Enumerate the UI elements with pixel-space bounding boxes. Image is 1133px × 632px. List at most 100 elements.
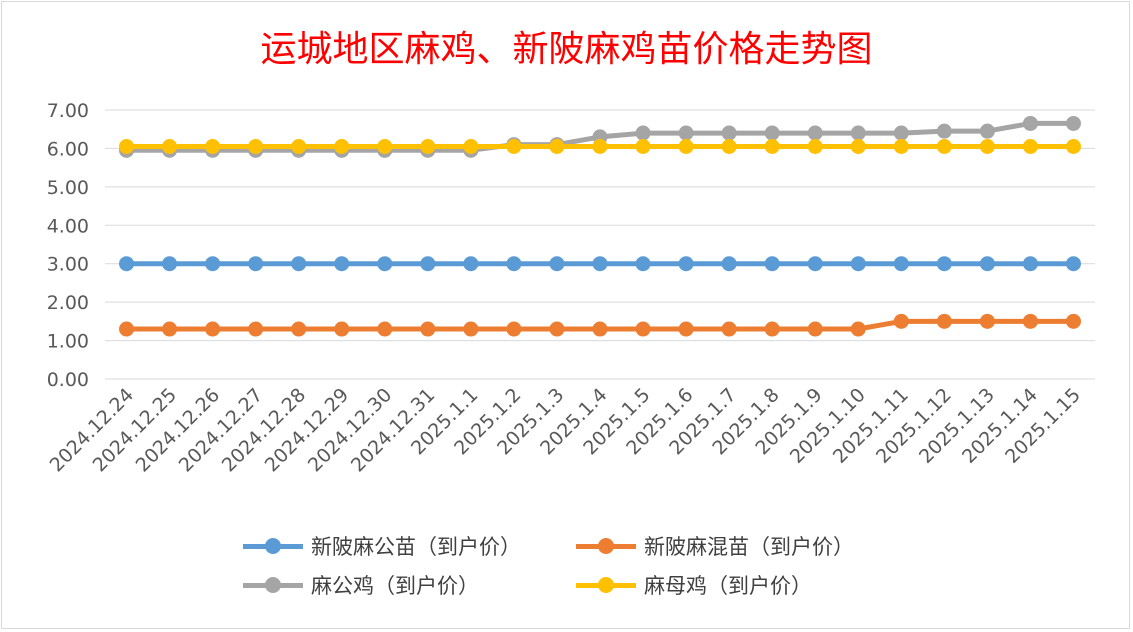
data-point-series-0 — [291, 256, 307, 272]
legend-item-series-3: 麻母鸡（到户价） — [576, 567, 812, 603]
data-point-series-0 — [377, 256, 393, 272]
data-point-series-3 — [119, 139, 135, 155]
data-point-series-2 — [1022, 115, 1038, 131]
legend-swatch-series-0 — [243, 536, 303, 556]
legend-item-series-2: 麻公鸡（到户价） — [243, 567, 479, 603]
data-point-series-0 — [1065, 256, 1081, 272]
data-point-series-1 — [549, 321, 565, 337]
data-point-series-1 — [1022, 313, 1038, 329]
data-point-series-0 — [936, 256, 952, 272]
y-tick-label: 2.00 — [47, 292, 89, 314]
data-point-series-0 — [850, 256, 866, 272]
data-point-series-3 — [979, 139, 995, 155]
y-tick-label: 6.00 — [47, 138, 89, 160]
data-point-series-0 — [764, 256, 780, 272]
legend-label-series-2: 麻公鸡（到户价） — [311, 574, 479, 598]
data-point-series-3 — [463, 139, 479, 155]
data-point-series-3 — [248, 139, 264, 155]
legend-label-series-3: 麻母鸡（到户价） — [644, 574, 812, 598]
data-point-series-1 — [979, 313, 995, 329]
data-point-series-3 — [506, 139, 522, 155]
legend-item-series-0: 新陂麻公苗（到户价） — [243, 528, 521, 564]
legend-label-series-1: 新陂麻混苗（到户价） — [644, 535, 854, 559]
data-point-series-0 — [807, 256, 823, 272]
data-point-series-2 — [721, 125, 737, 141]
data-point-series-0 — [334, 256, 350, 272]
data-point-series-1 — [592, 321, 608, 337]
data-point-series-2 — [764, 125, 780, 141]
data-point-series-0 — [678, 256, 694, 272]
data-point-series-2 — [635, 125, 651, 141]
data-point-series-1 — [248, 321, 264, 337]
data-point-series-1 — [420, 321, 436, 337]
y-tick-label: 0.00 — [47, 369, 89, 391]
data-point-series-3 — [420, 139, 436, 155]
data-point-series-1 — [635, 321, 651, 337]
data-point-series-3 — [334, 139, 350, 155]
data-point-series-3 — [162, 139, 178, 155]
data-point-series-0 — [506, 256, 522, 272]
y-tick-label: 4.00 — [47, 215, 89, 237]
data-point-series-3 — [592, 139, 608, 155]
data-point-series-0 — [420, 256, 436, 272]
y-tick-label: 3.00 — [47, 254, 89, 276]
y-tick-label: 7.00 — [47, 100, 89, 122]
legend-label-series-0: 新陂麻公苗（到户价） — [311, 535, 521, 559]
data-point-series-1 — [162, 321, 178, 337]
data-point-series-3 — [721, 139, 737, 155]
data-point-series-2 — [893, 125, 909, 141]
data-point-series-1 — [764, 321, 780, 337]
data-point-series-1 — [119, 321, 135, 337]
data-point-series-0 — [635, 256, 651, 272]
data-point-series-1 — [1065, 313, 1081, 329]
data-point-series-3 — [850, 139, 866, 155]
data-point-series-1 — [678, 321, 694, 337]
data-point-series-1 — [506, 321, 522, 337]
data-point-series-1 — [463, 321, 479, 337]
data-point-series-3 — [635, 139, 651, 155]
data-point-series-1 — [205, 321, 221, 337]
data-point-series-0 — [119, 256, 135, 272]
data-point-series-0 — [162, 256, 178, 272]
data-point-series-0 — [979, 256, 995, 272]
data-point-series-0 — [248, 256, 264, 272]
data-point-series-2 — [850, 125, 866, 141]
legend-item-series-1: 新陂麻混苗（到户价） — [576, 528, 854, 564]
data-point-series-1 — [291, 321, 307, 337]
data-point-series-1 — [807, 321, 823, 337]
data-point-series-0 — [893, 256, 909, 272]
y-tick-label: 5.00 — [47, 177, 89, 199]
data-point-series-3 — [936, 139, 952, 155]
data-point-series-3 — [1022, 139, 1038, 155]
data-point-series-3 — [377, 139, 393, 155]
data-point-series-3 — [291, 139, 307, 155]
data-point-series-2 — [807, 125, 823, 141]
data-point-series-3 — [764, 139, 780, 155]
data-point-series-0 — [205, 256, 221, 272]
data-point-series-1 — [850, 321, 866, 337]
data-point-series-0 — [592, 256, 608, 272]
data-point-series-2 — [678, 125, 694, 141]
data-point-series-1 — [334, 321, 350, 337]
data-point-series-3 — [205, 139, 221, 155]
y-tick-label: 1.00 — [47, 331, 89, 353]
data-point-series-0 — [549, 256, 565, 272]
data-point-series-3 — [549, 139, 565, 155]
data-point-series-1 — [893, 313, 909, 329]
legend-swatch-series-3 — [576, 575, 636, 595]
data-point-series-1 — [721, 321, 737, 337]
data-point-series-0 — [463, 256, 479, 272]
data-point-series-0 — [1022, 256, 1038, 272]
data-point-series-2 — [979, 123, 995, 139]
data-point-series-2 — [1065, 115, 1081, 131]
data-point-series-1 — [936, 313, 952, 329]
data-point-series-0 — [721, 256, 737, 272]
legend-swatch-series-2 — [243, 575, 303, 595]
legend-swatch-series-1 — [576, 536, 636, 556]
data-point-series-3 — [807, 139, 823, 155]
data-point-series-3 — [678, 139, 694, 155]
chart-title: 运城地区麻鸡、新陂麻鸡苗价格走势图 — [260, 29, 873, 70]
data-point-series-2 — [936, 123, 952, 139]
data-point-series-3 — [1065, 139, 1081, 155]
